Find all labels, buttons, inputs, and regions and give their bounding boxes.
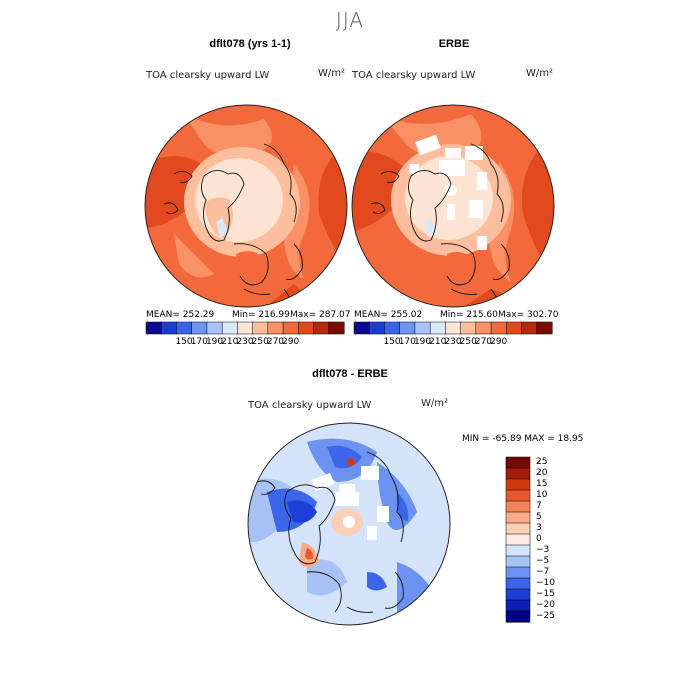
right-panel-title: ERBE xyxy=(438,38,470,50)
colorbar-swatch xyxy=(475,321,492,335)
colorbar-swatch xyxy=(221,321,238,335)
left-colorbar xyxy=(145,321,345,335)
colorbar-swatch xyxy=(414,321,431,335)
colorbar-swatch xyxy=(267,321,284,335)
colorbar-swatch xyxy=(445,321,462,335)
colorbar-tick-label: 270 xyxy=(474,337,493,347)
right-field-label: TOA clearsky upward LW xyxy=(352,70,476,81)
colorbar-level-label: −15 xyxy=(536,588,555,599)
colorbar-swatch xyxy=(384,321,401,335)
colorbar-swatch xyxy=(505,588,531,601)
right-min: Min= 215.60 xyxy=(440,310,498,320)
diff-colorbar xyxy=(505,456,531,623)
left-units-label: W/m² xyxy=(318,68,346,79)
left-min: Min= 216.99 xyxy=(232,310,290,320)
diff-units-label: W/m² xyxy=(421,398,449,409)
left-field-label: TOA clearsky upward LW xyxy=(146,70,270,81)
right-mean: MEAN= 255.02 xyxy=(354,310,423,320)
colorbar-tick-label: 230 xyxy=(444,337,462,347)
colorbar-swatch xyxy=(506,321,523,335)
colorbar-level-label: 0 xyxy=(536,533,542,544)
colorbar-swatch xyxy=(460,321,477,335)
colorbar-level-label: −25 xyxy=(536,610,555,621)
right-polar-map xyxy=(351,104,555,308)
colorbar-tick-label: 190 xyxy=(205,337,224,347)
colorbar-tick-label: 150 xyxy=(175,337,193,347)
colorbar-level-label: −5 xyxy=(536,555,550,566)
colorbar-swatch xyxy=(505,555,531,568)
colorbar-swatch xyxy=(298,321,315,335)
right-units-label: W/m² xyxy=(526,68,554,79)
colorbar-tick-label: 290 xyxy=(282,337,300,347)
colorbar-swatch xyxy=(252,321,269,335)
colorbar-level-label: 25 xyxy=(536,456,548,467)
colorbar-level-label: 10 xyxy=(536,489,548,500)
colorbar-swatch xyxy=(176,321,193,335)
diff-field-label: TOA clearsky upward LW xyxy=(248,400,372,411)
colorbar-swatch xyxy=(328,321,345,335)
colorbar-swatch xyxy=(368,321,386,335)
right-max: Max= 302.70 xyxy=(498,310,559,320)
colorbar-swatch xyxy=(145,321,162,335)
colorbar-level-label: 15 xyxy=(536,478,548,489)
colorbar-swatch xyxy=(191,321,208,335)
colorbar-level-label: −10 xyxy=(536,577,555,588)
colorbar-level-label: −3 xyxy=(536,544,550,555)
colorbar-swatch xyxy=(505,610,531,623)
colorbar-swatch xyxy=(505,599,531,612)
colorbar-tick-label: 250 xyxy=(459,337,477,347)
colorbar-swatch xyxy=(313,321,330,335)
diff-panel-title: dflt078 - ERBE xyxy=(312,368,388,380)
colorbar-swatch xyxy=(505,533,531,546)
colorbar-tick-label: 170 xyxy=(190,337,208,347)
colorbar-swatch xyxy=(206,321,223,335)
left-mean: MEAN= 252.29 xyxy=(146,310,215,320)
colorbar-swatch xyxy=(505,456,531,469)
colorbar-tick-label: 250 xyxy=(251,337,269,347)
left-colorbar-ticks: 150 170 190 210 230 250 270 290 xyxy=(146,337,344,349)
right-colorbar xyxy=(353,321,553,335)
colorbar-level-label: −20 xyxy=(536,599,555,610)
colorbar-swatch xyxy=(505,522,531,535)
colorbar-swatch xyxy=(160,321,178,335)
left-panel-title: dflt078 (yrs 1-1) xyxy=(209,38,291,50)
colorbar-swatch xyxy=(429,321,446,335)
colorbar-swatch xyxy=(505,566,531,579)
colorbar-swatch xyxy=(521,321,538,335)
colorbar-tick-label: 270 xyxy=(266,337,285,347)
colorbar-swatch xyxy=(505,478,531,491)
colorbar-tick-label: 190 xyxy=(413,337,432,347)
colorbar-tick-label: 290 xyxy=(490,337,508,347)
colorbar-swatch xyxy=(536,321,553,335)
colorbar-swatch xyxy=(505,511,531,524)
colorbar-level-label: 20 xyxy=(536,467,548,478)
colorbar-level-label: −7 xyxy=(536,566,550,577)
colorbar-swatch xyxy=(505,544,531,557)
colorbar-swatch xyxy=(353,321,370,335)
colorbar-level-label: 7 xyxy=(536,500,542,511)
colorbar-swatch xyxy=(505,577,531,590)
diff-minmax: MIN = -65.89 MAX = 18.95 xyxy=(462,434,584,444)
colorbar-tick-label: 210 xyxy=(429,337,447,347)
colorbar-swatch xyxy=(399,321,416,335)
season-title: JJA xyxy=(335,8,365,32)
colorbar-swatch xyxy=(490,321,507,335)
diff-polar-map xyxy=(247,422,451,626)
colorbar-swatch xyxy=(237,321,254,335)
colorbar-tick-label: 150 xyxy=(383,337,401,347)
colorbar-level-label: 5 xyxy=(536,511,542,522)
left-max: Max= 287.07 xyxy=(290,310,351,320)
colorbar-swatch xyxy=(505,489,531,502)
colorbar-swatch xyxy=(505,467,531,480)
colorbar-tick-label: 210 xyxy=(221,337,239,347)
right-colorbar-ticks: 150 170 190 210 230 250 270 290 xyxy=(354,337,552,349)
colorbar-level-label: 3 xyxy=(536,522,542,533)
colorbar-swatch xyxy=(282,321,299,335)
colorbar-tick-label: 230 xyxy=(236,337,254,347)
diff-colorbar-labels: 25 20 15 10 7 5 3 0 −3 −5 −7 −10 −15 −20 −25 xyxy=(536,457,576,622)
colorbar-swatch xyxy=(505,500,531,513)
left-polar-map xyxy=(144,104,348,308)
colorbar-tick-label: 170 xyxy=(398,337,416,347)
